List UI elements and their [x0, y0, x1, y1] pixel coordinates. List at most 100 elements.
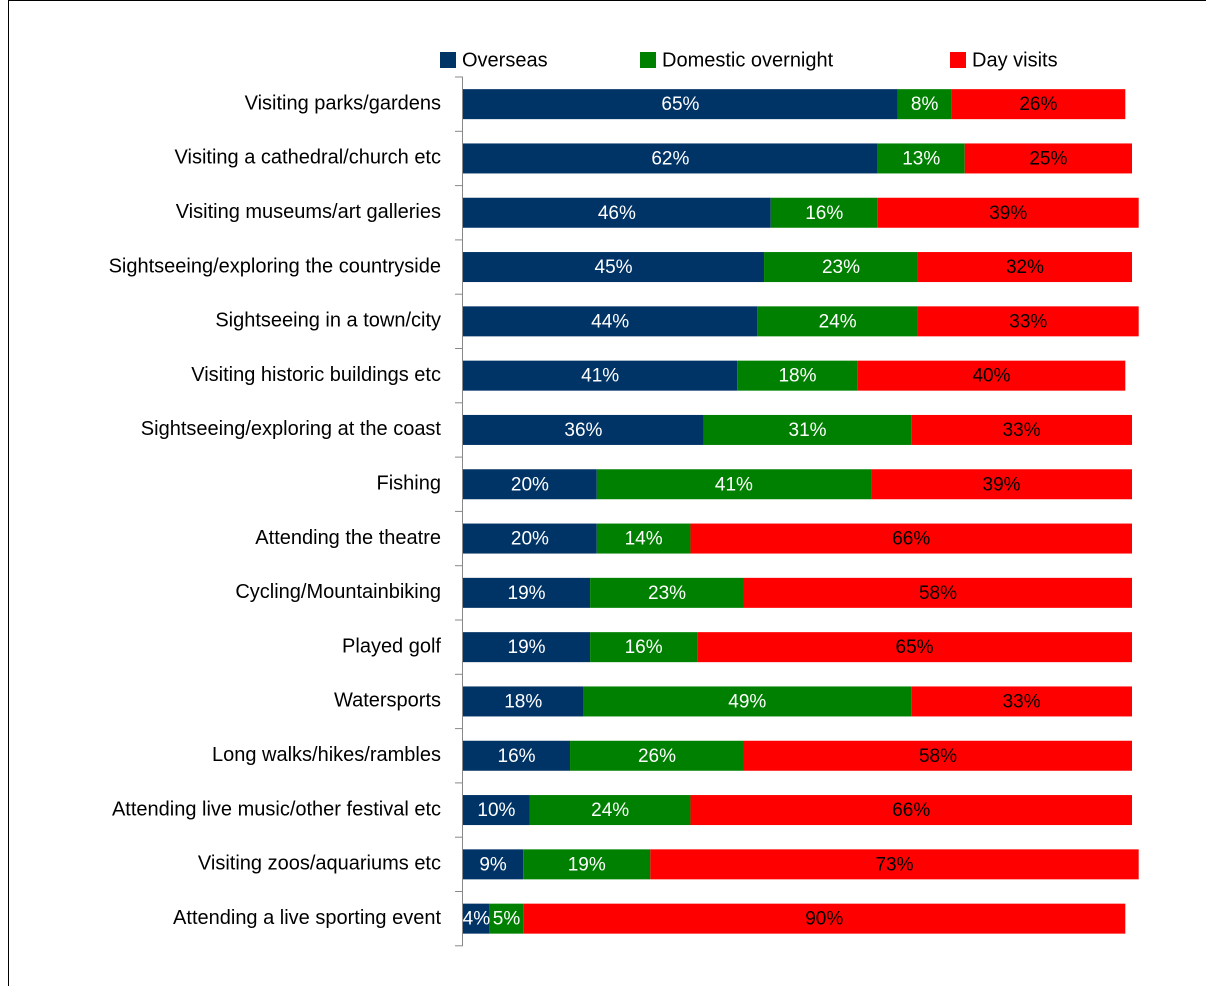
value-label: 31% [789, 420, 827, 441]
bar-segment [463, 577, 591, 608]
value-label: 62% [651, 148, 689, 169]
category-label: Visiting parks/gardens [245, 92, 441, 114]
category-label: Attending a live sporting event [173, 907, 441, 929]
bar-segment [770, 197, 878, 228]
bar-segment [737, 360, 858, 391]
value-label: 4% [463, 909, 491, 930]
legend-swatch [950, 52, 966, 68]
bar-segment [911, 686, 1132, 717]
legend-label: Domestic overnight [662, 49, 834, 71]
bar-segment [703, 414, 912, 445]
value-label: 19% [508, 583, 546, 604]
bar-segment [570, 740, 744, 771]
value-label: 58% [919, 746, 957, 767]
bar-segment [463, 632, 591, 663]
category-label: Visiting zoos/aquariums etc [198, 853, 441, 875]
bar-segment [489, 903, 524, 934]
bar-segment [650, 849, 1139, 880]
value-label: 33% [1003, 691, 1041, 712]
value-label: 5% [493, 909, 521, 930]
bar-segment [697, 632, 1132, 663]
value-label: 58% [919, 583, 957, 604]
bar-segment [523, 903, 1126, 934]
value-label: 25% [1029, 148, 1067, 169]
value-label: 16% [805, 203, 843, 224]
bar-segment [871, 469, 1132, 500]
category-label: Visiting historic buildings etc [191, 364, 441, 386]
value-label: 16% [498, 746, 536, 767]
value-label: 45% [595, 257, 633, 278]
value-label: 9% [479, 854, 507, 875]
category-label: Long walks/hikes/rambles [212, 744, 441, 766]
bar-segment [757, 306, 918, 337]
category-label: Visiting a cathedral/church etc [175, 147, 441, 169]
bar-segment [463, 197, 771, 228]
value-label: 26% [638, 746, 676, 767]
category-label: Watersports [334, 690, 441, 712]
bar-segment [877, 197, 1139, 228]
legend-label: Day visits [972, 49, 1058, 71]
bar-segment [690, 523, 1132, 554]
bar-segment [529, 795, 691, 826]
bar-segment [917, 252, 1132, 283]
value-label: 14% [625, 529, 663, 550]
bar-segment [523, 849, 651, 880]
legend-swatch [440, 52, 456, 68]
value-label: 36% [564, 420, 602, 441]
bar-segment [463, 360, 738, 391]
bar-segment [463, 414, 704, 445]
value-label: 8% [911, 94, 939, 115]
value-label: 23% [648, 583, 686, 604]
bar-segment [463, 686, 584, 717]
category-label: Sightseeing/exploring the countryside [109, 255, 441, 277]
value-label: 10% [477, 800, 515, 821]
value-label: 16% [625, 637, 663, 658]
value-label: 49% [728, 691, 766, 712]
bar-segment [463, 903, 490, 934]
value-label: 18% [504, 691, 542, 712]
value-label: 33% [1009, 311, 1047, 332]
bar-segment [857, 360, 1126, 391]
category-label: Attending live music/other festival etc [112, 798, 441, 820]
value-label: 39% [983, 474, 1021, 495]
bar-segment [463, 523, 597, 554]
category-label: Cycling/Mountainbiking [235, 581, 441, 603]
bar-segment [463, 795, 530, 826]
value-label: 18% [778, 366, 816, 387]
category-label: Attending the theatre [255, 527, 441, 549]
bar-segment [743, 577, 1132, 608]
bar-segment [463, 849, 524, 880]
category-label: Sightseeing in a town/city [215, 310, 441, 332]
value-label: 13% [902, 148, 940, 169]
value-label: 65% [896, 637, 934, 658]
bar-segment [463, 469, 597, 500]
value-label: 44% [591, 311, 629, 332]
value-label: 24% [591, 800, 629, 821]
category-label: Sightseeing/exploring at the coast [141, 418, 442, 440]
bar-segment [877, 143, 965, 174]
bar-segment [911, 414, 1132, 445]
value-label: 23% [822, 257, 860, 278]
value-label: 19% [568, 854, 606, 875]
bar-segment [596, 469, 872, 500]
bar-segment [583, 686, 912, 717]
legend-label: Overseas [462, 49, 548, 71]
value-label: 33% [1003, 420, 1041, 441]
value-label: 20% [511, 529, 549, 550]
value-label: 20% [511, 474, 549, 495]
bar-segment [743, 740, 1132, 771]
bar-segment [964, 143, 1132, 174]
bar-segment [463, 89, 898, 120]
bar-segment [897, 89, 952, 120]
value-label: 40% [972, 366, 1010, 387]
value-label: 24% [819, 311, 857, 332]
bar-segment [590, 632, 698, 663]
legend-swatch [640, 52, 656, 68]
bar-segment [596, 523, 691, 554]
category-label: Visiting museums/art galleries [176, 201, 441, 223]
value-label: 73% [875, 854, 913, 875]
category-label: Fishing [377, 473, 441, 495]
value-label: 41% [715, 474, 753, 495]
bar-segment [764, 252, 918, 283]
